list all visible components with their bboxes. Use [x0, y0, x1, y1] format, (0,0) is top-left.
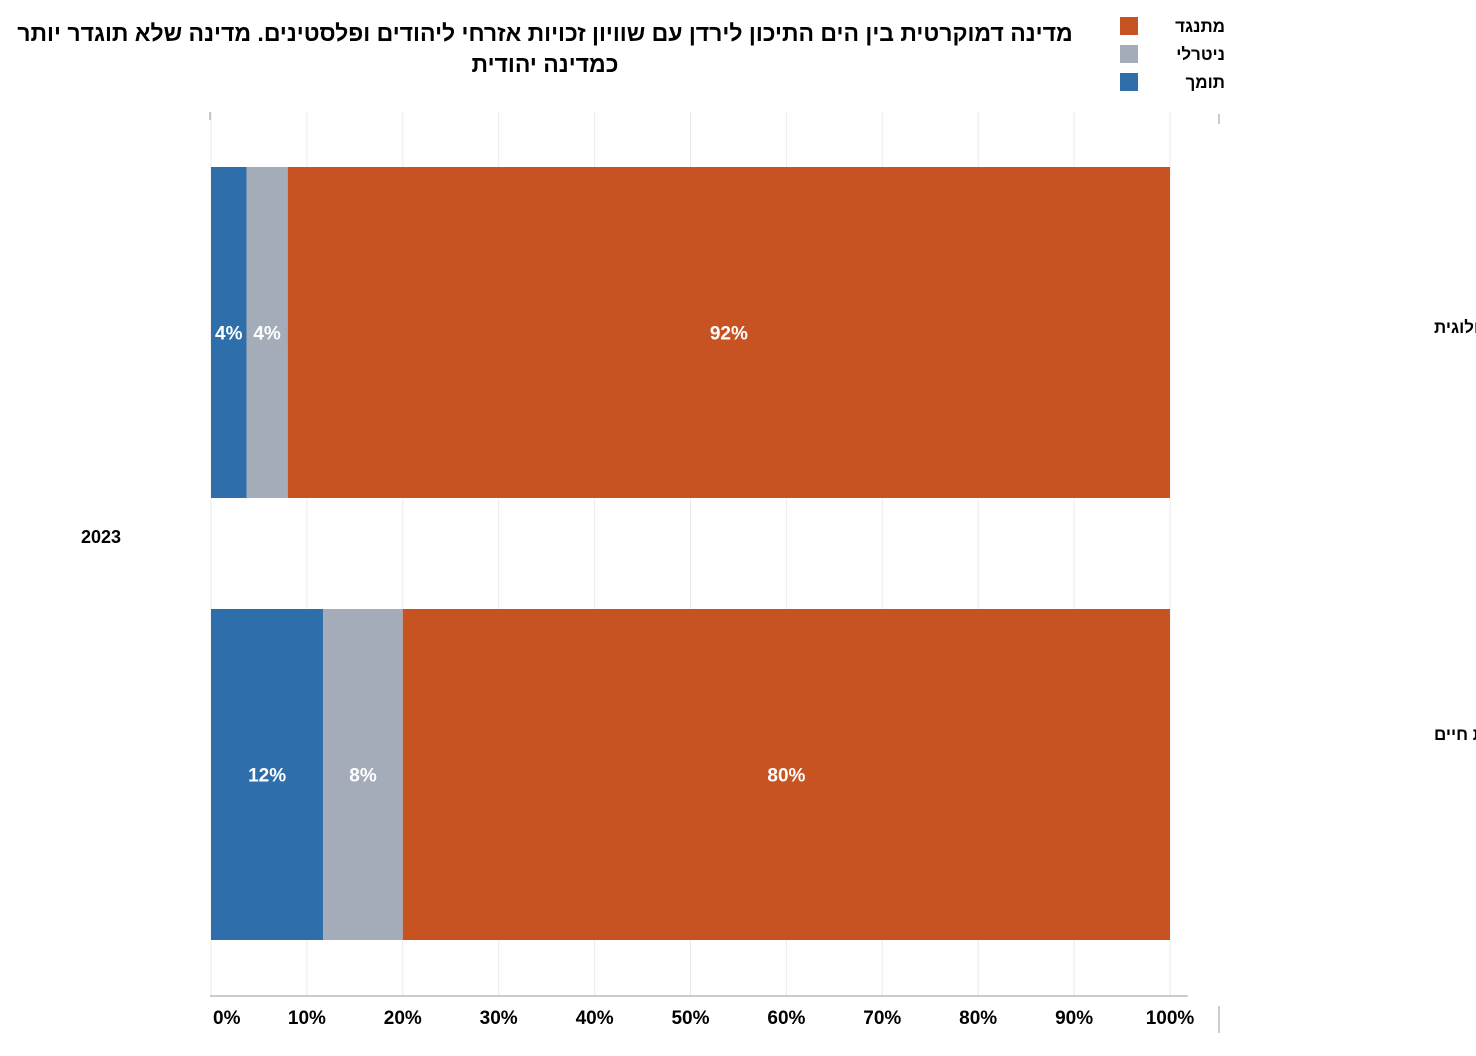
x-tick-label: 80%: [959, 1008, 997, 1029]
bar-value-label: 4%: [215, 324, 243, 345]
legend-swatch-oppose: [1120, 17, 1138, 35]
bar-segment: [211, 609, 324, 940]
bar-segment: [211, 167, 247, 498]
bar-value-label: 4%: [253, 324, 281, 345]
bar-segment: [246, 167, 288, 498]
legend-item-support: תומך: [1115, 71, 1235, 99]
legend-label-neutral: ניטרלי: [1176, 45, 1225, 64]
legend-label-oppose: מתנגד: [1175, 17, 1225, 36]
bar-segment: [287, 167, 1171, 498]
bar-segment: [402, 609, 1170, 940]
legend-swatch-neutral: [1120, 45, 1138, 63]
x-tick-label: 90%: [1055, 1008, 1093, 1029]
chart-title: מדינה דמוקרטית בין הים התיכון לירדן עם ש…: [17, 20, 1073, 77]
bar-value-label: 92%: [710, 324, 748, 345]
x-tick-label: 0%: [213, 1008, 241, 1029]
x-tick-label: 10%: [288, 1008, 326, 1029]
x-tick-label: 30%: [480, 1008, 518, 1029]
bar-value-label: 80%: [767, 766, 805, 787]
legend-swatch-support: [1120, 73, 1138, 91]
bar-value-label: 12%: [248, 766, 286, 787]
x-tick-label: 40%: [576, 1008, 614, 1029]
group-label: 2023: [81, 527, 121, 547]
legend-item-oppose: מתנגד: [1115, 15, 1235, 43]
x-tick-label: 100%: [1146, 1008, 1195, 1029]
bar-value-label: 8%: [349, 766, 377, 787]
x-tick-label: 50%: [671, 1008, 709, 1029]
legend-label-support: תומך: [1185, 73, 1225, 92]
x-tick-label: 70%: [863, 1008, 901, 1029]
x-tick-label: 60%: [767, 1008, 805, 1029]
category-label: התיישבות איכות חיים: [1434, 725, 1476, 744]
legend: מתנגד ניטרלי תומך: [1115, 15, 1235, 99]
bar-segment: [323, 609, 403, 940]
legend-item-neutral: ניטרלי: [1115, 43, 1235, 71]
category-label: התיישבות אידיאולוגית: [1434, 318, 1476, 337]
x-tick-label: 20%: [384, 1008, 422, 1029]
